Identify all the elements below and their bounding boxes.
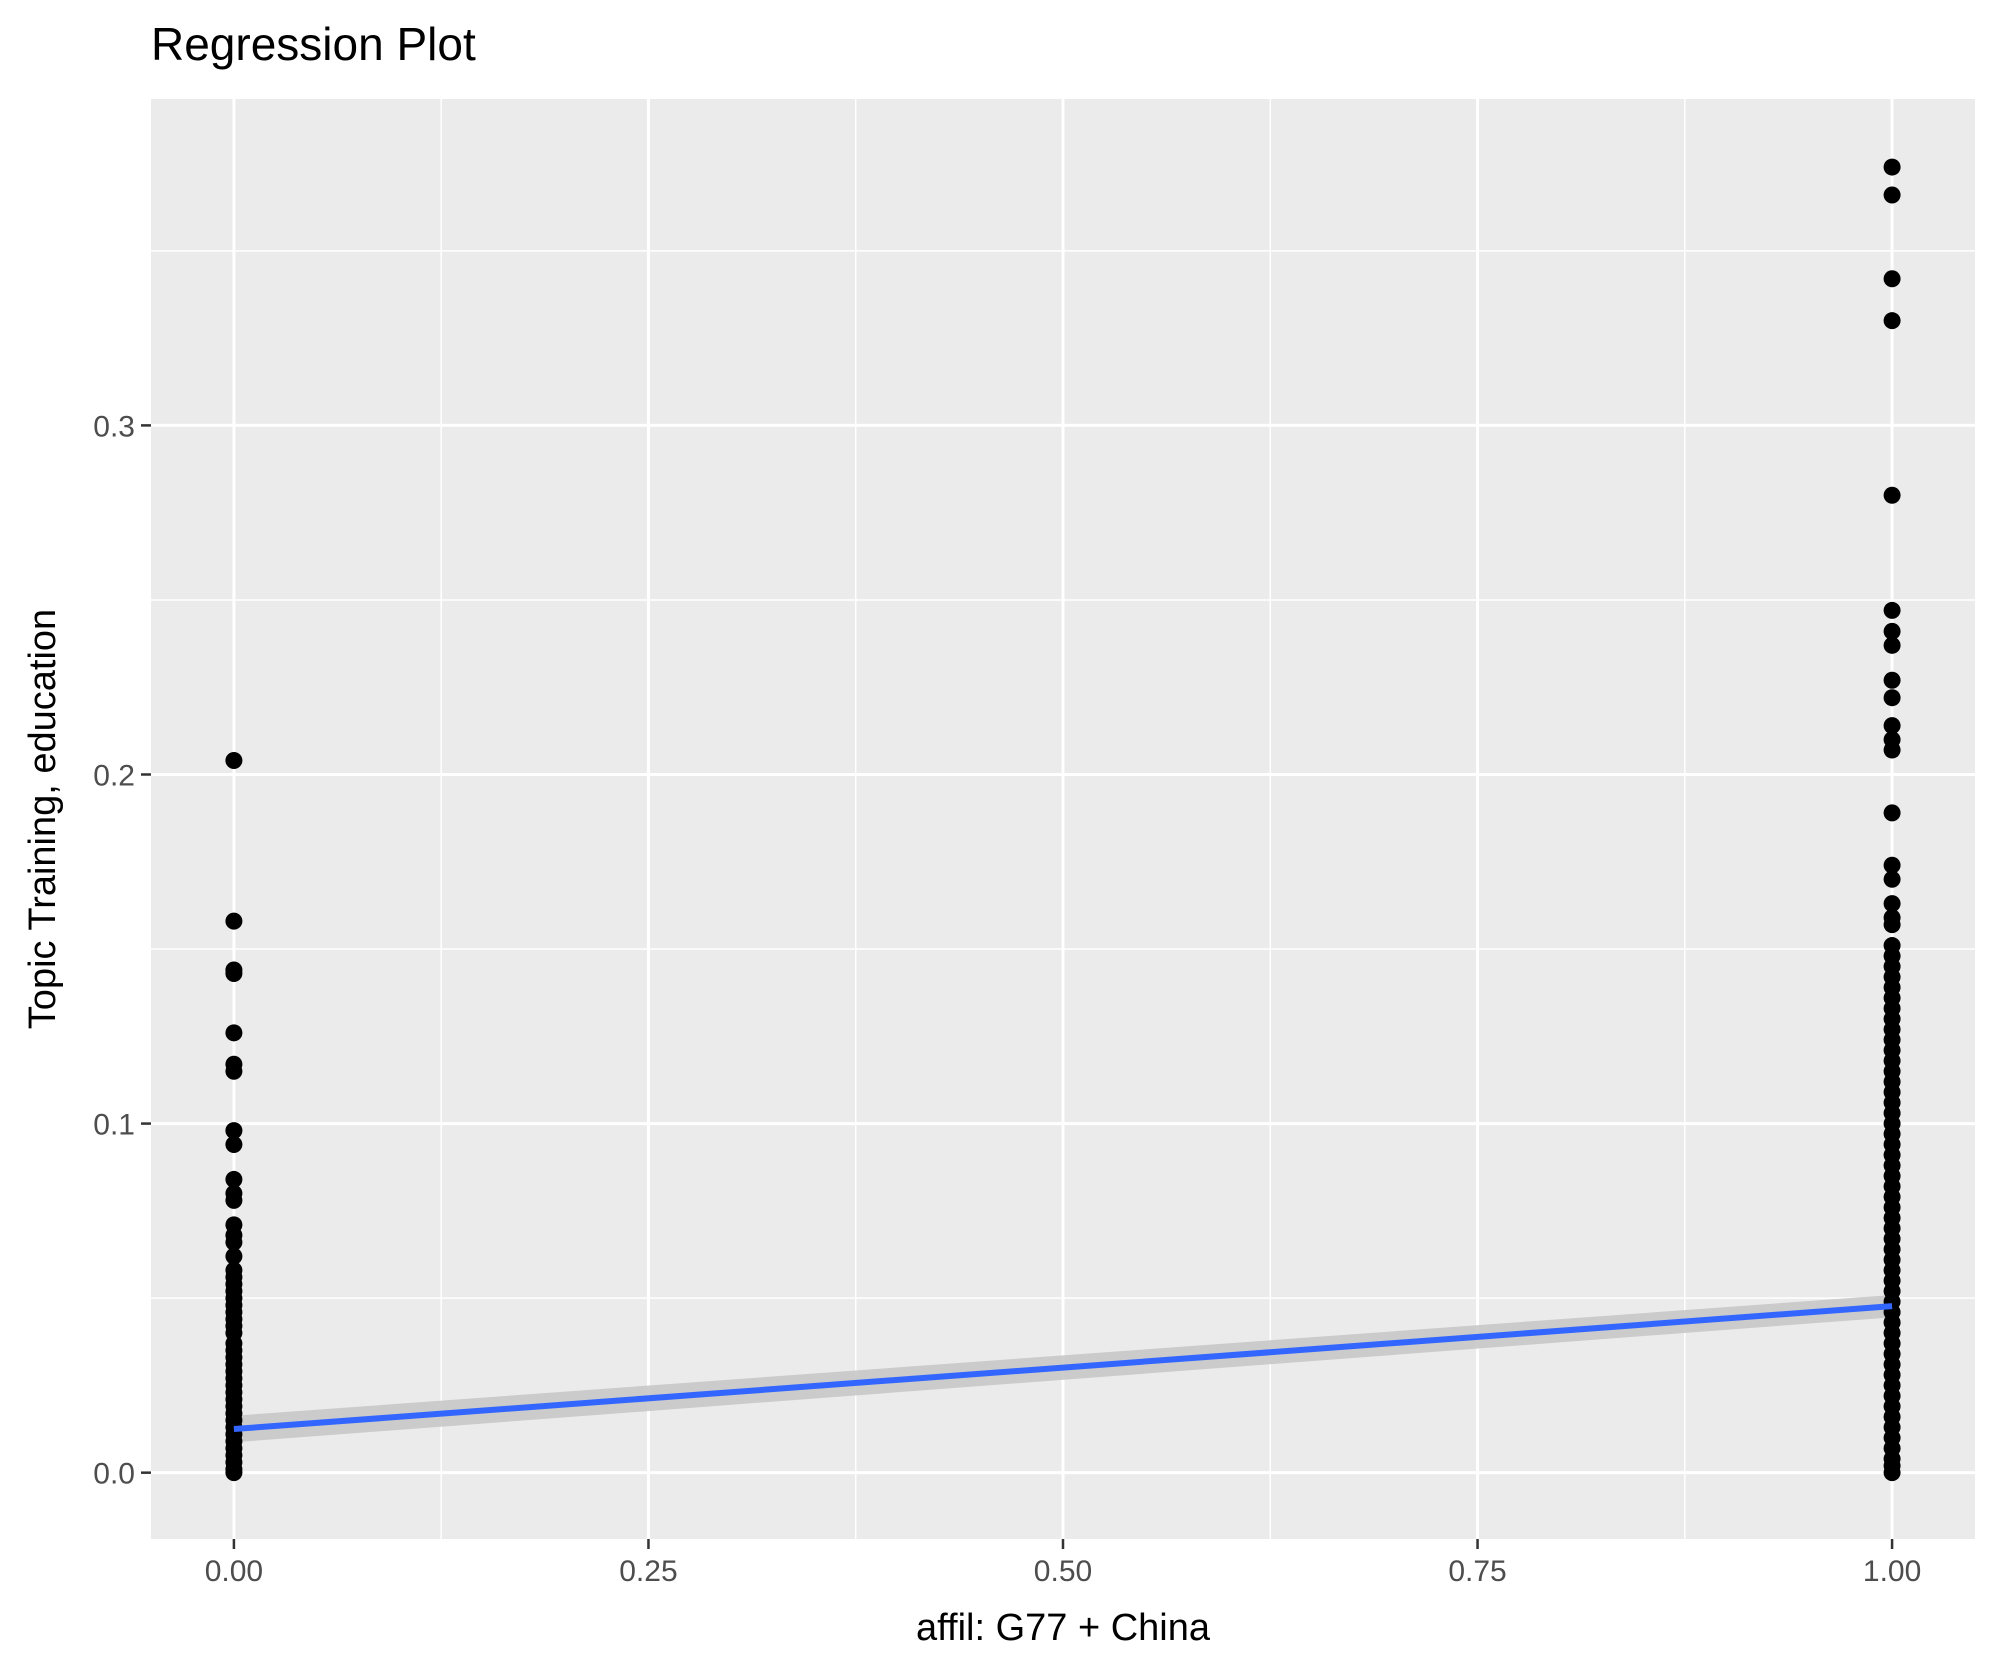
data-point bbox=[1883, 717, 1901, 735]
data-point bbox=[1883, 636, 1901, 654]
chart-title: Regression Plot bbox=[151, 18, 476, 70]
data-point bbox=[1883, 186, 1901, 204]
y-axis-title: Topic Training, education bbox=[22, 609, 64, 1029]
data-point bbox=[1883, 741, 1901, 759]
data-point bbox=[225, 1136, 243, 1154]
y-axis: 0.0 0.1 0.2 0.3 bbox=[93, 410, 151, 1491]
data-point bbox=[225, 1247, 243, 1265]
data-point bbox=[1883, 895, 1901, 913]
x-tick-label: 1.00 bbox=[1863, 1555, 1921, 1588]
x-tick-label: 0.50 bbox=[1034, 1555, 1092, 1588]
x-axis: 0.00 0.25 0.50 0.75 1.00 bbox=[205, 1539, 1921, 1588]
data-point bbox=[1883, 486, 1901, 504]
major-gridlines bbox=[151, 99, 1975, 1539]
data-point bbox=[1883, 689, 1901, 707]
data-point bbox=[225, 1062, 243, 1080]
scatter-points bbox=[225, 158, 1901, 1482]
regression-line-layer bbox=[233, 1303, 1893, 1433]
y-tick-label: 0.2 bbox=[93, 759, 135, 792]
data-point bbox=[225, 1170, 243, 1188]
data-point bbox=[1883, 312, 1901, 330]
data-point bbox=[1883, 856, 1901, 874]
data-point bbox=[1883, 1464, 1901, 1482]
data-point bbox=[225, 1191, 243, 1209]
data-point bbox=[225, 1464, 243, 1482]
data-point bbox=[225, 1122, 243, 1140]
data-point bbox=[1883, 671, 1901, 689]
data-point bbox=[1883, 158, 1901, 176]
x-axis-title: affil: G77 + China bbox=[916, 1607, 1211, 1649]
x-tick-label: 0.75 bbox=[1448, 1555, 1506, 1588]
data-point bbox=[1883, 916, 1901, 934]
data-point bbox=[1883, 870, 1901, 888]
y-tick-label: 0.0 bbox=[93, 1458, 135, 1491]
data-point bbox=[225, 964, 243, 982]
data-point bbox=[1883, 804, 1901, 822]
x-tick-label: 0.00 bbox=[205, 1555, 263, 1588]
data-point bbox=[1883, 622, 1901, 640]
data-point bbox=[225, 912, 243, 930]
regression-line bbox=[233, 1303, 1893, 1433]
data-point bbox=[225, 1024, 243, 1042]
data-point bbox=[225, 752, 243, 770]
data-point bbox=[1883, 601, 1901, 619]
x-tick-label: 0.25 bbox=[619, 1555, 677, 1588]
y-tick-label: 0.3 bbox=[93, 410, 135, 443]
data-point bbox=[1883, 270, 1901, 288]
data-point bbox=[225, 1233, 243, 1251]
y-tick-label: 0.1 bbox=[93, 1109, 135, 1142]
